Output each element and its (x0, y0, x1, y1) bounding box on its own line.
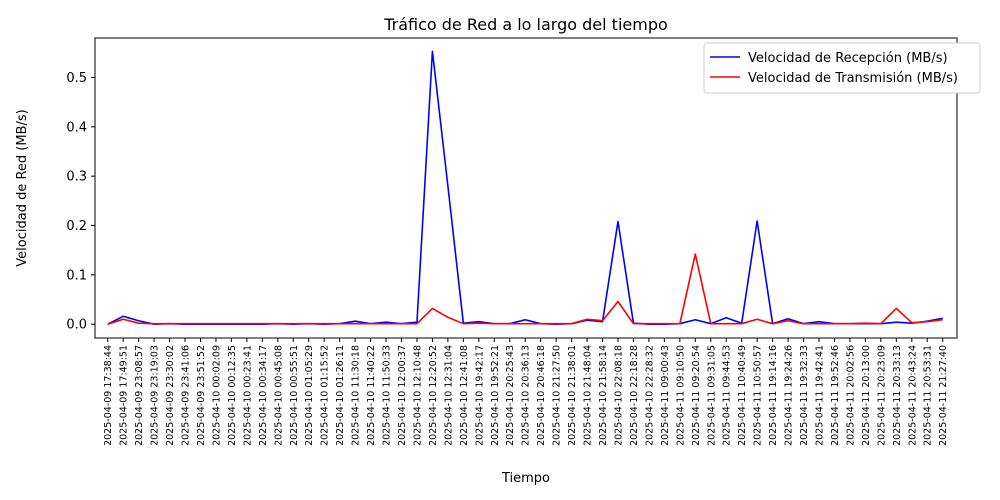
x-tick-label: 2025-04-09 17:49:51 (119, 345, 130, 446)
x-axis: 2025-04-09 17:38:44 2025-04-09 17:49:51 20… (103, 338, 949, 446)
legend: Velocidad de Recepción (MB/s) Velocidad … (703, 42, 981, 94)
x-tick-label: 2025-04-11 19:24:26 (784, 345, 795, 446)
x-tick-label: 2025-04-10 21:58:14 (598, 345, 609, 446)
x-tick-label: 2025-04-11 21:27:40 (938, 345, 949, 446)
x-tick-label: 2025-04-10 20:25:43 (505, 345, 516, 446)
x-tick-label: 2025-04-10 12:10:48 (412, 345, 423, 446)
x-tick-label: 2025-04-11 20:43:24 (907, 345, 918, 446)
y-tick-label: 0.5 (66, 71, 87, 86)
y-tick-label: 0.3 (66, 170, 87, 185)
x-tick-label: 2025-04-11 09:00:43 (660, 345, 671, 446)
x-tick-label: 2025-04-09 23:08:57 (134, 345, 145, 446)
x-tick-label: 2025-04-11 09:10:50 (675, 345, 686, 446)
x-axis-label: Tiempo (501, 471, 550, 486)
y-tick-label: 0.1 (66, 268, 87, 283)
x-tick-label: 2025-04-10 20:36:13 (521, 345, 532, 446)
x-tick-label: 2025-04-09 23:19:03 (150, 345, 161, 446)
x-tick-label: 2025-04-10 21:27:50 (552, 345, 563, 446)
x-tick-label: 2025-04-10 00:34:17 (258, 345, 269, 446)
x-tick-label: 2025-04-10 12:00:37 (397, 345, 408, 446)
x-tick-label: 2025-04-09 23:41:06 (181, 345, 192, 446)
x-tick-label: 2025-04-10 11:30:18 (351, 345, 362, 446)
x-tick-label: 2025-04-11 10:40:49 (737, 345, 748, 446)
x-tick-label: 2025-04-10 12:41:08 (459, 345, 470, 446)
x-tick-label: 2025-04-10 01:05:29 (304, 345, 315, 446)
x-tick-label: 2025-04-10 21:48:04 (583, 345, 594, 446)
x-tick-label: 2025-04-10 01:26:11 (335, 345, 346, 446)
x-tick-label: 2025-04-11 20:33:13 (892, 345, 903, 446)
x-tick-label: 2025-04-10 22:08:18 (613, 345, 624, 446)
y-tick-label: 0.0 (66, 318, 87, 333)
x-tick-label: 2025-04-09 17:38:44 (103, 345, 114, 446)
legend-box (703, 42, 981, 94)
x-tick-label: 2025-04-11 20:02:56 (845, 345, 856, 446)
x-tick-label: 2025-04-09 23:51:52 (196, 345, 207, 446)
y-axis: 0.0 0.1 0.2 0.3 0.4 0.5 (66, 71, 95, 333)
chart-title: Tráfico de Red a lo largo del tiempo (383, 15, 668, 34)
x-tick-label: 2025-04-09 23:30:02 (165, 345, 176, 446)
x-tick-label: 2025-04-10 19:42:17 (474, 345, 485, 446)
x-tick-label: 2025-04-11 09:20:54 (691, 345, 702, 446)
x-tick-label: 2025-04-10 00:23:41 (242, 345, 253, 446)
x-tick-label: 2025-04-10 19:52:21 (490, 345, 501, 446)
x-tick-label: 2025-04-10 20:46:18 (536, 345, 547, 446)
x-tick-label: 2025-04-10 00:45:08 (273, 345, 284, 446)
series-line-1 (107, 253, 943, 325)
x-tick-label: 2025-04-11 09:44:53 (722, 345, 733, 446)
x-tick-label: 2025-04-11 20:23:09 (876, 345, 887, 446)
x-tick-label: 2025-04-10 12:20:52 (428, 345, 439, 446)
x-tick-label: 2025-04-10 11:40:22 (366, 345, 377, 446)
x-tick-label: 2025-04-11 09:31:05 (706, 345, 717, 446)
x-tick-label: 2025-04-10 01:15:52 (320, 345, 331, 446)
y-axis-label: Velocidad de Red (MB/s) (15, 109, 30, 266)
x-tick-label: 2025-04-11 19:32:33 (799, 345, 810, 446)
x-tick-label: 2025-04-11 10:50:57 (753, 345, 764, 446)
y-tick-label: 0.2 (66, 219, 87, 234)
legend-label-transmission: Velocidad de Transmisión (MB/s) (748, 71, 958, 86)
x-tick-label: 2025-04-10 00:55:51 (289, 345, 300, 446)
legend-label-reception: Velocidad de Recepción (MB/s) (748, 51, 948, 66)
y-tick-label: 0.4 (66, 120, 87, 135)
x-tick-label: 2025-04-10 12:31:04 (443, 345, 454, 446)
x-tick-label: 2025-04-11 19:14:16 (768, 345, 779, 446)
x-tick-label: 2025-04-10 00:12:35 (227, 345, 238, 446)
series-lines (107, 50, 943, 325)
x-tick-label: 2025-04-11 20:13:00 (861, 345, 872, 446)
x-tick-label: 2025-04-11 20:53:31 (923, 345, 934, 446)
x-tick-label: 2025-04-10 00:02:09 (211, 345, 222, 446)
x-tick-label: 2025-04-11 19:52:46 (830, 345, 841, 446)
x-tick-label: 2025-04-11 19:42:41 (814, 345, 825, 446)
x-tick-label: 2025-04-10 21:38:01 (567, 345, 578, 446)
x-tick-label: 2025-04-10 22:28:32 (644, 345, 655, 446)
x-tick-label: 2025-04-10 22:18:28 (629, 345, 640, 446)
x-tick-label: 2025-04-10 11:50:33 (382, 345, 393, 446)
